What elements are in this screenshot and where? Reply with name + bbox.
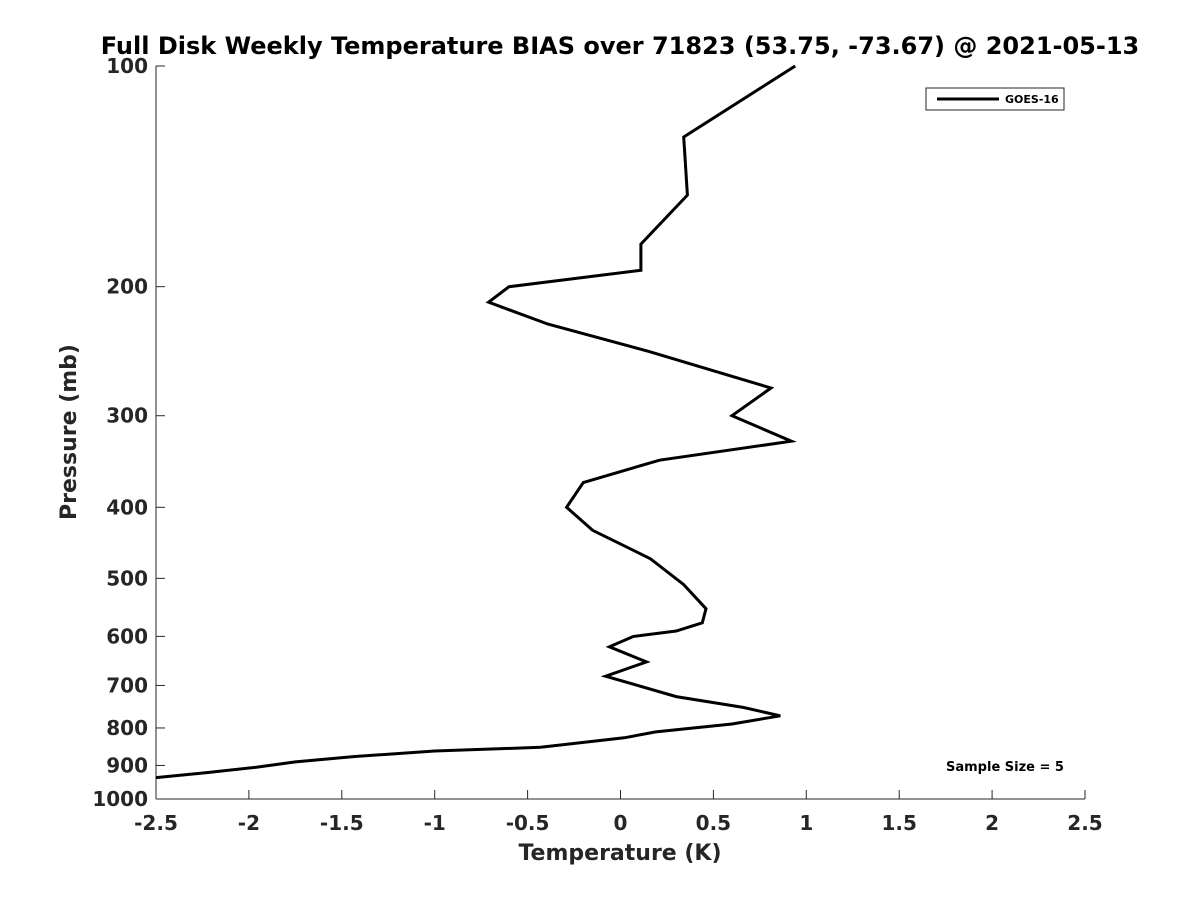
y-tick-label: 300 <box>106 404 148 428</box>
y-tick-label: 400 <box>106 495 148 519</box>
x-tick-label: -1 <box>424 811 446 835</box>
legend-entry-goes-16: GOES-16 <box>1005 93 1059 106</box>
y-tick-label: 200 <box>106 275 148 299</box>
x-tick-label: -2 <box>238 811 260 835</box>
sample-size-annotation: Sample Size = 5 <box>946 760 1064 775</box>
x-tick-label: -1.5 <box>320 811 364 835</box>
y-tick-label: 900 <box>106 753 148 777</box>
ticks: -2.5 -2 -1.5 -1 -0.5 0 0.5 1 1.5 2 2.5 100 200 300 400… <box>92 54 1102 835</box>
x-tick-label: 2 <box>985 811 999 835</box>
x-tick-label: 0.5 <box>696 811 731 835</box>
x-tick-label: 0 <box>614 811 628 835</box>
y-tick-label: 1000 <box>92 787 148 811</box>
plot-area <box>156 66 1085 799</box>
y-tick-label: 700 <box>106 673 148 697</box>
y-tick-label: 500 <box>106 566 148 590</box>
series-group <box>155 64 797 780</box>
x-tick-label: -2.5 <box>134 811 178 835</box>
x-tick-label: 1 <box>799 811 813 835</box>
x-tick-label: -0.5 <box>506 811 550 835</box>
series-line-goes-16 <box>155 64 797 780</box>
y-tick-label: 800 <box>106 716 148 740</box>
y-axis-label: Pressure (mb) <box>57 344 82 520</box>
legend: GOES-16 <box>925 87 1065 111</box>
x-tick-label: 2.5 <box>1067 811 1102 835</box>
chart-title: Full Disk Weekly Temperature BIAS over 7… <box>101 32 1140 60</box>
y-tick-label: 600 <box>106 624 148 648</box>
x-tick-label: 1.5 <box>881 811 916 835</box>
x-axis-label: Temperature (K) <box>518 841 721 866</box>
y-tick-label: 100 <box>106 54 148 78</box>
